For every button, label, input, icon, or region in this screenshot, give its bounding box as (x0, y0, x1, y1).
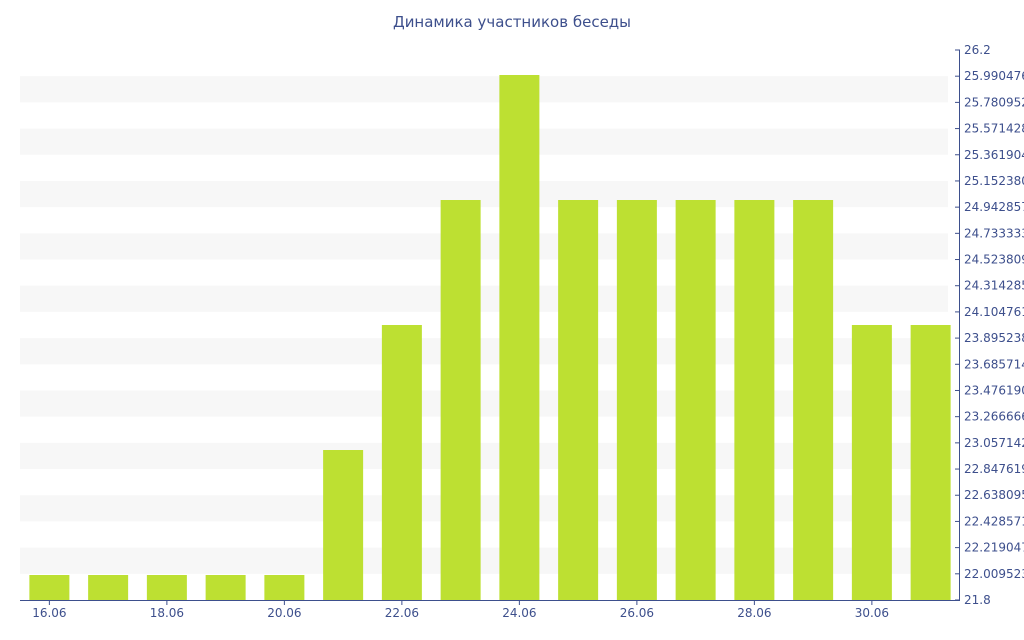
x-tick-label: 16.06 (32, 606, 66, 620)
bar-30.06[interactable] (851, 325, 892, 600)
y-tick-label: 22.219047 (964, 541, 1024, 555)
grid-band (20, 128, 948, 155)
y-tick-label: 24.104761 (964, 305, 1024, 319)
y-tick-label: 22.009523 (964, 567, 1024, 581)
bar-17.06[interactable] (88, 575, 129, 600)
y-tick-label: 24.942857 (964, 200, 1024, 214)
x-tick-label: 28.06 (737, 606, 771, 620)
chart-title: Динамика участников беседы (392, 13, 632, 31)
y-tick-label: 25.571428 (964, 122, 1024, 136)
y-tick-label: 25.780952 (964, 95, 1024, 109)
x-tick-label: 30.06 (855, 606, 889, 620)
bar-22.06[interactable] (381, 325, 422, 600)
y-tick-label: 26.2 (964, 43, 991, 57)
x-tick-label: 20.06 (267, 606, 301, 620)
y-tick-label: 24.733333 (964, 226, 1024, 240)
y-tick-label: 25.152380 (964, 174, 1024, 188)
x-tick-label: 22.06 (385, 606, 419, 620)
bar-25.06[interactable] (558, 200, 599, 600)
bar-23.06[interactable] (440, 200, 481, 600)
y-tick-label: 25.361904 (964, 148, 1024, 162)
y-tick-label: 22.847619 (964, 462, 1024, 476)
bar-16.06[interactable] (29, 575, 70, 600)
bar-27.06[interactable] (675, 200, 716, 600)
bar-21.06[interactable] (323, 450, 364, 600)
y-tick-label: 21.8 (964, 593, 991, 607)
y-tick-label: 23.266666 (964, 410, 1024, 424)
y-tick-label: 24.314285 (964, 279, 1024, 293)
y-tick-label: 24.523809 (964, 253, 1024, 267)
y-tick-label: 25.990476 (964, 69, 1024, 83)
bar-18.06[interactable] (146, 575, 187, 600)
bar-29.06[interactable] (793, 200, 834, 600)
y-tick-label: 23.476190 (964, 383, 1024, 397)
y-tick-label: 23.685714 (964, 357, 1024, 371)
y-tick-label: 23.895238 (964, 331, 1024, 345)
x-tick-label: 24.06 (502, 606, 536, 620)
bar-26.06[interactable] (616, 200, 657, 600)
x-tick-label: 26.06 (620, 606, 654, 620)
y-tick-label: 23.057142 (964, 436, 1024, 450)
y-tick-label: 22.428571 (964, 514, 1024, 528)
bar-19.06[interactable] (205, 575, 246, 600)
y-tick-label: 22.638095 (964, 488, 1024, 502)
bar-20.06[interactable] (264, 575, 305, 600)
grid-band (20, 76, 948, 103)
bar-01.07[interactable] (910, 325, 951, 600)
bar-28.06[interactable] (734, 200, 775, 600)
x-tick-label: 18.06 (150, 606, 184, 620)
bar-24.06[interactable] (499, 75, 540, 600)
